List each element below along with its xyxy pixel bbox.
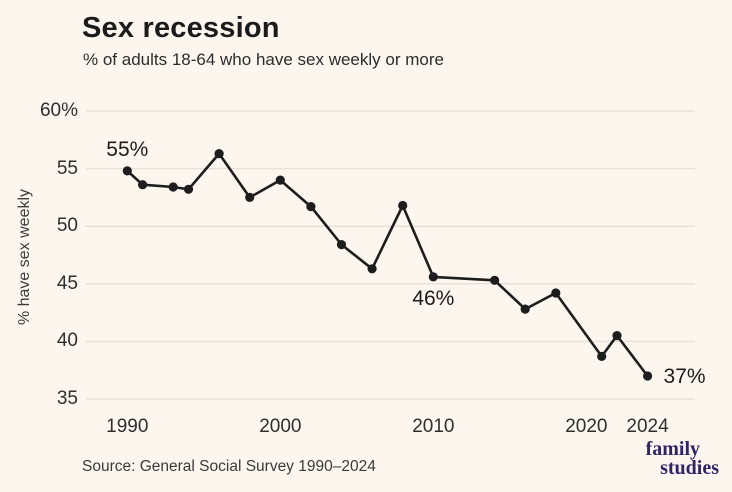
series-line [126, 152, 649, 378]
y-axis-title: % have sex weekly [16, 188, 33, 326]
family-studies-logo: family studies [645, 438, 719, 479]
x-tick-label: 2000 [259, 416, 302, 437]
value-annotation: 37% [663, 364, 706, 388]
logo-line-1: family [645, 438, 700, 460]
data-point-marker [214, 149, 224, 159]
y-tick-label: 40 [56, 330, 78, 352]
data-point-marker [597, 351, 607, 361]
y-tick-label: 50 [56, 215, 78, 237]
x-tick-label: 1990 [106, 416, 149, 437]
x-tick-label: 2010 [412, 416, 455, 437]
y-tick-label: 60% [39, 100, 78, 121]
data-point-marker [122, 166, 132, 176]
value-annotation: 46% [412, 286, 455, 310]
y-tick-label: 45 [56, 272, 78, 294]
data-point-marker [306, 202, 316, 212]
logo-line-2: studies [660, 457, 719, 479]
source-note: Source: General Social Survey 1990–2024 [82, 458, 376, 475]
data-point-marker [398, 200, 408, 211]
y-tick-label: 55 [56, 157, 78, 179]
data-point-marker [183, 184, 194, 194]
data-point-marker [612, 331, 622, 341]
data-point-marker [245, 192, 255, 202]
chart-title: Sex recession [82, 12, 280, 44]
data-point-marker [138, 180, 148, 190]
data-point-marker [643, 371, 653, 381]
data-point-marker [275, 175, 285, 185]
data-point-marker [520, 304, 530, 314]
data-point-marker [551, 288, 561, 298]
data-point-marker [428, 272, 438, 282]
data-point-marker [490, 275, 500, 285]
data-point-marker [367, 264, 377, 274]
data-point-marker [168, 182, 178, 192]
y-tick-label: 35 [56, 388, 78, 409]
value-annotation: 55% [106, 137, 149, 161]
x-tick-label: 2024 [626, 416, 669, 437]
chart-subtitle: % of adults 18-64 who have sex weekly or… [83, 50, 444, 69]
data-point-marker [336, 240, 347, 250]
x-tick-label: 2020 [565, 416, 608, 437]
